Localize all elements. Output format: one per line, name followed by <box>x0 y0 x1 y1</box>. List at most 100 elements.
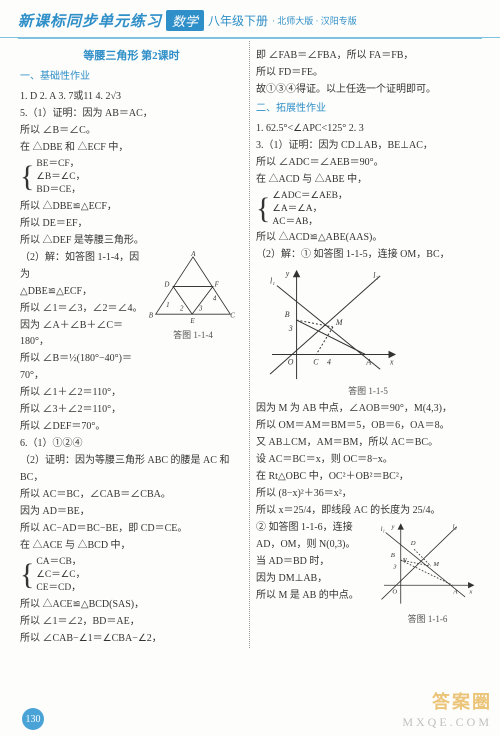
grade-label: 八年级下册 <box>208 12 268 29</box>
proof-line: 3.（1）证明：因为 CD⊥AB，BE⊥AC， <box>256 138 480 155</box>
proof-line: 在 △ACD 与 △ABE 中， <box>256 172 480 189</box>
svg-text:A: A <box>452 588 458 595</box>
left-brace-icon: { <box>20 162 34 192</box>
proof-line: 又 AB⊥CM，AM＝BM，所以 AC＝BC。 <box>256 435 480 452</box>
brace-item: CE＝CD， <box>36 582 85 595</box>
proof-line: 所以 OM＝AM＝BM＝5，OB＝6，OA＝8。 <box>256 418 480 435</box>
proof-line: 当 AD＝BD 时， <box>256 554 375 571</box>
figure-1-1-4: A B C D E F 1 2 3 4 答图 1-1-4 <box>143 250 243 343</box>
proof-line: 所以 (8−x)²＋36＝x²， <box>256 486 480 503</box>
svg-text:M: M <box>335 318 343 327</box>
figure-caption: 答图 1-1-5 <box>256 384 480 399</box>
svg-text:D: D <box>163 281 169 288</box>
svg-text:O: O <box>392 588 397 595</box>
proof-line: 所以 x＝25/4，即线段 AC 的长度为 25/4。 <box>256 503 480 520</box>
left-brace-icon: { <box>20 560 34 590</box>
brace-item: BD＝CE， <box>36 184 85 197</box>
svg-text:3: 3 <box>392 563 397 570</box>
brace-item: BE＝CF， <box>36 158 85 171</box>
proof-line: 设 AC＝BC＝x，则 OC＝8−x。 <box>256 452 480 469</box>
proof-line: 所以 ∠1＋∠2＝110°， <box>20 385 243 402</box>
proof-line: 故①③④得证。以上任选一个证明即可。 <box>256 82 480 99</box>
proof-line: 所以 ∠B＝½(180°−40°)＝70°， <box>20 351 143 384</box>
svg-text:y: y <box>391 523 395 530</box>
coordinate-diagram-icon: O x y A B D M N l₂ l₁ 3 <box>375 520 480 612</box>
brace-item: CA＝CB， <box>36 556 85 569</box>
proof-line: 在 Rt△OBC 中，OC²＋OB²＝BC²， <box>256 469 480 486</box>
svg-text:O: O <box>288 357 294 366</box>
figure-caption: 答图 1-1-4 <box>143 328 243 343</box>
proof-line: （2）解：如答图 1-1-4，因为 <box>20 250 143 283</box>
proof-line: 在 △DBE 和 △ECF 中， <box>20 140 243 157</box>
svg-text:F: F <box>214 281 220 288</box>
svg-text:E: E <box>189 317 195 324</box>
svg-text:1: 1 <box>166 302 169 309</box>
figure-1-1-6: O x y A B D M N l₂ l₁ 3 答图 1-1-6 <box>375 520 480 627</box>
proof-line: ② 如答图 1-1-6，连接 <box>256 520 375 537</box>
svg-text:M: M <box>432 561 439 568</box>
svg-text:3: 3 <box>198 305 203 312</box>
section-extended: 二、拓展性作业 <box>256 101 480 118</box>
proof-line: 因为 DM⊥AB， <box>256 571 375 588</box>
svg-text:x: x <box>389 357 394 366</box>
svg-text:A: A <box>365 357 371 366</box>
answer-line: 1. D 2. A 3. 7或11 4. 2√3 <box>20 89 243 106</box>
proof-line: 所以 ∠ADC＝∠AEB＝90°。 <box>256 155 480 172</box>
svg-text:B: B <box>285 310 290 319</box>
proof-line: 所以 △ACE≌△BCD(SAS)， <box>20 597 243 614</box>
proof-line: 所以 AC＝BC，∠CAB＝∠CBA。 <box>20 487 243 504</box>
proof-line: （2）解：① 如答图 1-1-5，连接 OM，BC， <box>256 247 480 264</box>
triangle-diagram-icon: A B C D E F 1 2 3 4 <box>143 250 243 328</box>
proof-line: 所以 △ACD≌△ABE(AAS)。 <box>256 230 480 247</box>
proof-line: （2）证明：因为等腰三角形 ABC 的腰是 AC 和 BC， <box>20 453 243 486</box>
svg-text:l₁: l₁ <box>270 277 275 286</box>
figure-caption: 答图 1-1-6 <box>375 612 480 627</box>
brace-item: AC＝AB， <box>272 216 347 229</box>
brand-title: 新课标同步单元练习 <box>18 10 162 31</box>
svg-text:x: x <box>468 588 472 595</box>
proof-line: 因为 ∠A＋∠B＋∠C＝180°， <box>20 318 143 351</box>
svg-text:l₂: l₂ <box>453 523 458 530</box>
svg-text:4: 4 <box>213 295 217 302</box>
proof-line: 所以 ∠DEF＝70°。 <box>20 419 243 436</box>
watermark-url: MXQE.COM <box>402 715 492 730</box>
proof-line: 所以 △DEF 是等腰三角形。 <box>20 233 243 250</box>
svg-text:C: C <box>230 312 235 319</box>
content-columns: 等腰三角形 第2课时 一、基础性作业 1. D 2. A 3. 7或11 4. … <box>0 41 500 648</box>
edition-label: · 北师大版 · 汉阳专版 <box>272 14 357 27</box>
proof-line: AD，OM，则 N(0,3)。 <box>256 537 375 554</box>
brace-item: ∠A＝∠A， <box>272 203 347 216</box>
proof-line: 因为 AD＝BE， <box>20 504 243 521</box>
svg-text:l₂: l₂ <box>373 271 378 280</box>
proof-line: 因为 M 为 AB 中点，∠AOB＝90°，M(4,3)， <box>256 401 480 418</box>
left-brace-icon: { <box>256 194 270 224</box>
svg-text:B: B <box>391 552 395 559</box>
svg-text:4: 4 <box>327 357 331 366</box>
section-basic: 一、基础性作业 <box>20 69 243 86</box>
proof-line: 在 △ACE 与 △BCD 中， <box>20 538 243 555</box>
brace-item: ∠C＝∠C， <box>36 569 85 582</box>
left-column: 等腰三角形 第2课时 一、基础性作业 1. D 2. A 3. 7或11 4. … <box>14 41 250 648</box>
header-rule <box>18 38 482 39</box>
page-header: 新课标同步单元练习 数学 八年级下册 · 北师大版 · 汉阳专版 <box>0 0 500 38</box>
watermark-text: 答案圈 <box>432 688 492 714</box>
proof-line: 所以 ∠CAB−∠1＝∠CBA−∠2， <box>20 631 243 648</box>
proof-line: 所以 DE＝EF， <box>20 216 243 233</box>
answer-line: 1. 62.5°<∠APC<125° 2. 3 <box>256 121 480 138</box>
svg-text:y: y <box>285 269 290 278</box>
brace-item: ∠ADC＝∠AEB， <box>272 190 347 203</box>
svg-text:A: A <box>190 251 196 258</box>
proof-line: 所以 ∠B＝∠C。 <box>20 123 243 140</box>
proof-line: 所以 AC−AD＝BC−BE，即 CD＝CE。 <box>20 521 243 538</box>
svg-text:C: C <box>313 357 319 366</box>
proof-line: 所以 ∠3＋∠2＝110°， <box>20 402 243 419</box>
proof-line: 6.（1）①②④ <box>20 436 243 453</box>
svg-text:B: B <box>149 312 154 319</box>
svg-text:2: 2 <box>180 305 184 312</box>
right-column: 即 ∠FAB＝∠FBA，所以 FA＝FB， 所以 FD＝FE。 故①③④得证。以… <box>250 41 486 648</box>
proof-line: 所以 ∠1＝∠2，BD＝AE， <box>20 614 243 631</box>
proof-line: 即 ∠FAB＝∠FBA，所以 FA＝FB， <box>256 48 480 65</box>
proof-line: △DBE≌△ECF， <box>20 284 143 301</box>
coordinate-diagram-icon: O x y A B C M l₂ l₁ 3 4 <box>256 266 406 384</box>
subject-pill: 数学 <box>166 10 204 31</box>
